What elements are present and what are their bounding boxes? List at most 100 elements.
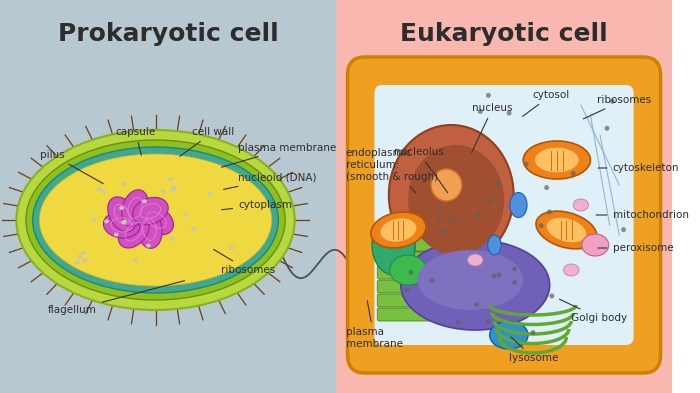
Ellipse shape [137, 211, 162, 248]
Ellipse shape [405, 288, 409, 292]
Ellipse shape [531, 330, 536, 335]
Ellipse shape [523, 141, 590, 179]
Ellipse shape [476, 212, 481, 217]
Ellipse shape [191, 227, 196, 231]
Text: endoplasmic
reticulum:
(smooth & rough): endoplasmic reticulum: (smooth & rough) [346, 149, 438, 193]
Ellipse shape [605, 126, 610, 131]
Ellipse shape [75, 260, 80, 264]
Ellipse shape [172, 185, 176, 189]
Ellipse shape [169, 237, 174, 241]
Ellipse shape [582, 234, 609, 256]
Text: cytosol: cytosol [523, 90, 570, 116]
Ellipse shape [122, 190, 148, 227]
Text: cytoskeleton: cytoskeleton [598, 163, 679, 173]
Text: peroxisome: peroxisome [598, 243, 673, 253]
Ellipse shape [495, 181, 500, 186]
Bar [0, 0, 336, 393]
Ellipse shape [26, 140, 285, 300]
Text: flagellum: flagellum [48, 281, 185, 315]
Ellipse shape [544, 185, 549, 190]
Text: ribosomes: ribosomes [214, 250, 275, 275]
Ellipse shape [547, 209, 552, 215]
Ellipse shape [119, 206, 124, 210]
Ellipse shape [229, 246, 234, 250]
Text: cytoplasm: cytoplasm [222, 200, 292, 210]
Ellipse shape [118, 215, 149, 248]
Ellipse shape [468, 254, 483, 266]
Ellipse shape [512, 266, 517, 272]
Ellipse shape [372, 215, 415, 275]
Ellipse shape [142, 199, 147, 203]
Ellipse shape [507, 110, 512, 116]
Ellipse shape [435, 215, 440, 220]
Ellipse shape [486, 93, 491, 98]
Text: lysosome: lysosome [509, 337, 558, 363]
Ellipse shape [381, 219, 416, 242]
Ellipse shape [207, 192, 212, 196]
Ellipse shape [573, 199, 589, 211]
Ellipse shape [92, 218, 96, 222]
FancyBboxPatch shape [347, 57, 661, 373]
Ellipse shape [121, 182, 126, 186]
Ellipse shape [496, 272, 501, 277]
Ellipse shape [81, 251, 86, 255]
Text: plasma membrane: plasma membrane [222, 143, 336, 167]
Ellipse shape [489, 321, 528, 349]
Ellipse shape [438, 206, 442, 211]
Ellipse shape [146, 244, 150, 248]
Ellipse shape [104, 212, 140, 238]
Text: nucleoid (DNA): nucleoid (DNA) [223, 173, 316, 189]
FancyBboxPatch shape [377, 252, 458, 265]
Ellipse shape [401, 240, 550, 330]
Ellipse shape [456, 320, 461, 325]
Ellipse shape [512, 280, 517, 285]
FancyBboxPatch shape [374, 85, 634, 345]
Ellipse shape [389, 125, 514, 265]
Ellipse shape [571, 171, 575, 176]
Ellipse shape [474, 302, 479, 307]
Ellipse shape [524, 162, 528, 167]
Ellipse shape [547, 218, 586, 242]
Ellipse shape [122, 220, 127, 224]
FancyBboxPatch shape [377, 294, 458, 307]
Ellipse shape [183, 213, 188, 217]
Ellipse shape [478, 109, 483, 114]
Ellipse shape [161, 190, 166, 194]
Ellipse shape [488, 235, 501, 255]
Ellipse shape [108, 197, 136, 232]
Ellipse shape [536, 211, 597, 249]
Ellipse shape [418, 250, 523, 310]
Ellipse shape [33, 147, 279, 293]
Ellipse shape [535, 148, 579, 173]
Ellipse shape [390, 255, 426, 285]
Ellipse shape [104, 219, 109, 223]
Ellipse shape [133, 197, 168, 225]
Ellipse shape [409, 270, 414, 275]
Ellipse shape [430, 278, 435, 283]
Text: nucleus: nucleus [472, 103, 513, 152]
Ellipse shape [431, 169, 462, 201]
FancyBboxPatch shape [377, 308, 458, 321]
Ellipse shape [610, 99, 615, 104]
Ellipse shape [102, 189, 106, 193]
Ellipse shape [168, 177, 173, 181]
Ellipse shape [564, 264, 579, 276]
Text: pilus: pilus [41, 150, 103, 184]
Ellipse shape [486, 319, 491, 324]
Ellipse shape [97, 187, 102, 191]
Ellipse shape [16, 130, 295, 310]
Text: mitochondrion: mitochondrion [596, 210, 689, 220]
Ellipse shape [133, 259, 137, 263]
Ellipse shape [510, 193, 527, 217]
Ellipse shape [82, 259, 87, 263]
Ellipse shape [442, 230, 447, 235]
Ellipse shape [171, 188, 176, 192]
Ellipse shape [488, 199, 493, 204]
Text: plasma
membrane: plasma membrane [346, 301, 402, 349]
Ellipse shape [77, 255, 82, 259]
Ellipse shape [451, 217, 456, 222]
Bar [336, 0, 672, 393]
FancyBboxPatch shape [377, 266, 458, 279]
Text: cell wall: cell wall [180, 127, 234, 156]
Ellipse shape [371, 212, 426, 248]
